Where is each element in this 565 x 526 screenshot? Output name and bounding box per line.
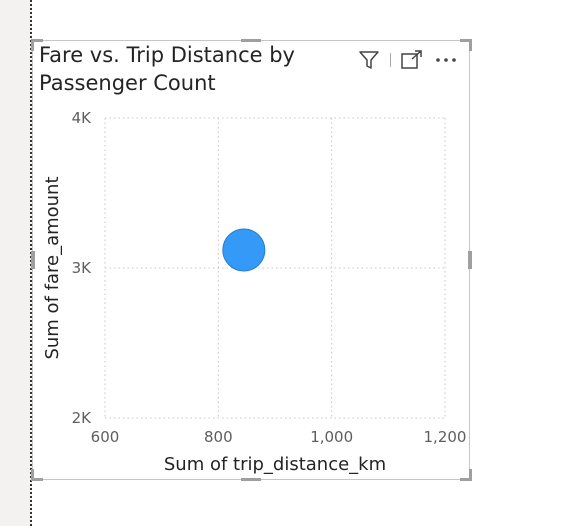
visual-header-toolbar xyxy=(356,46,459,74)
visual-title: Fare vs. Trip Distance by Passenger Coun… xyxy=(39,43,295,95)
resize-handle-bottom-left[interactable] xyxy=(31,469,34,481)
resize-handle-top-right[interactable] xyxy=(460,39,472,42)
x-tick-label: 1,200 xyxy=(424,428,467,446)
resize-handle-top-right[interactable] xyxy=(469,39,472,51)
resize-handle-top-left[interactable] xyxy=(31,39,34,51)
more-options-icon[interactable] xyxy=(433,47,459,73)
y-tick-label: 2K xyxy=(72,409,93,427)
y-tick-label: 4K xyxy=(72,109,93,127)
resize-handle-right[interactable] xyxy=(468,251,472,269)
resize-handle-bottom-left[interactable] xyxy=(31,478,43,481)
filter-icon[interactable] xyxy=(356,47,382,73)
resize-handle-bottom-right[interactable] xyxy=(469,469,472,481)
x-tick-label: 1,000 xyxy=(310,428,353,446)
scatter-point[interactable] xyxy=(222,228,266,272)
resize-handle-top[interactable] xyxy=(241,39,261,42)
resize-handle-top-left[interactable] xyxy=(31,39,43,42)
toolbar-separator xyxy=(390,53,391,67)
x-tick-label: 800 xyxy=(204,428,233,446)
y-axis-title: Sum of fare_amount xyxy=(42,176,63,359)
resize-handle-bottom-right[interactable] xyxy=(460,478,472,481)
x-tick-label: 600 xyxy=(91,428,120,446)
y-tick-label: 3K xyxy=(72,259,93,277)
focus-mode-icon[interactable] xyxy=(399,47,425,73)
x-axis-title: Sum of trip_distance_km xyxy=(164,454,386,475)
resize-handle-left[interactable] xyxy=(31,251,35,269)
resize-handle-bottom[interactable] xyxy=(241,478,261,481)
